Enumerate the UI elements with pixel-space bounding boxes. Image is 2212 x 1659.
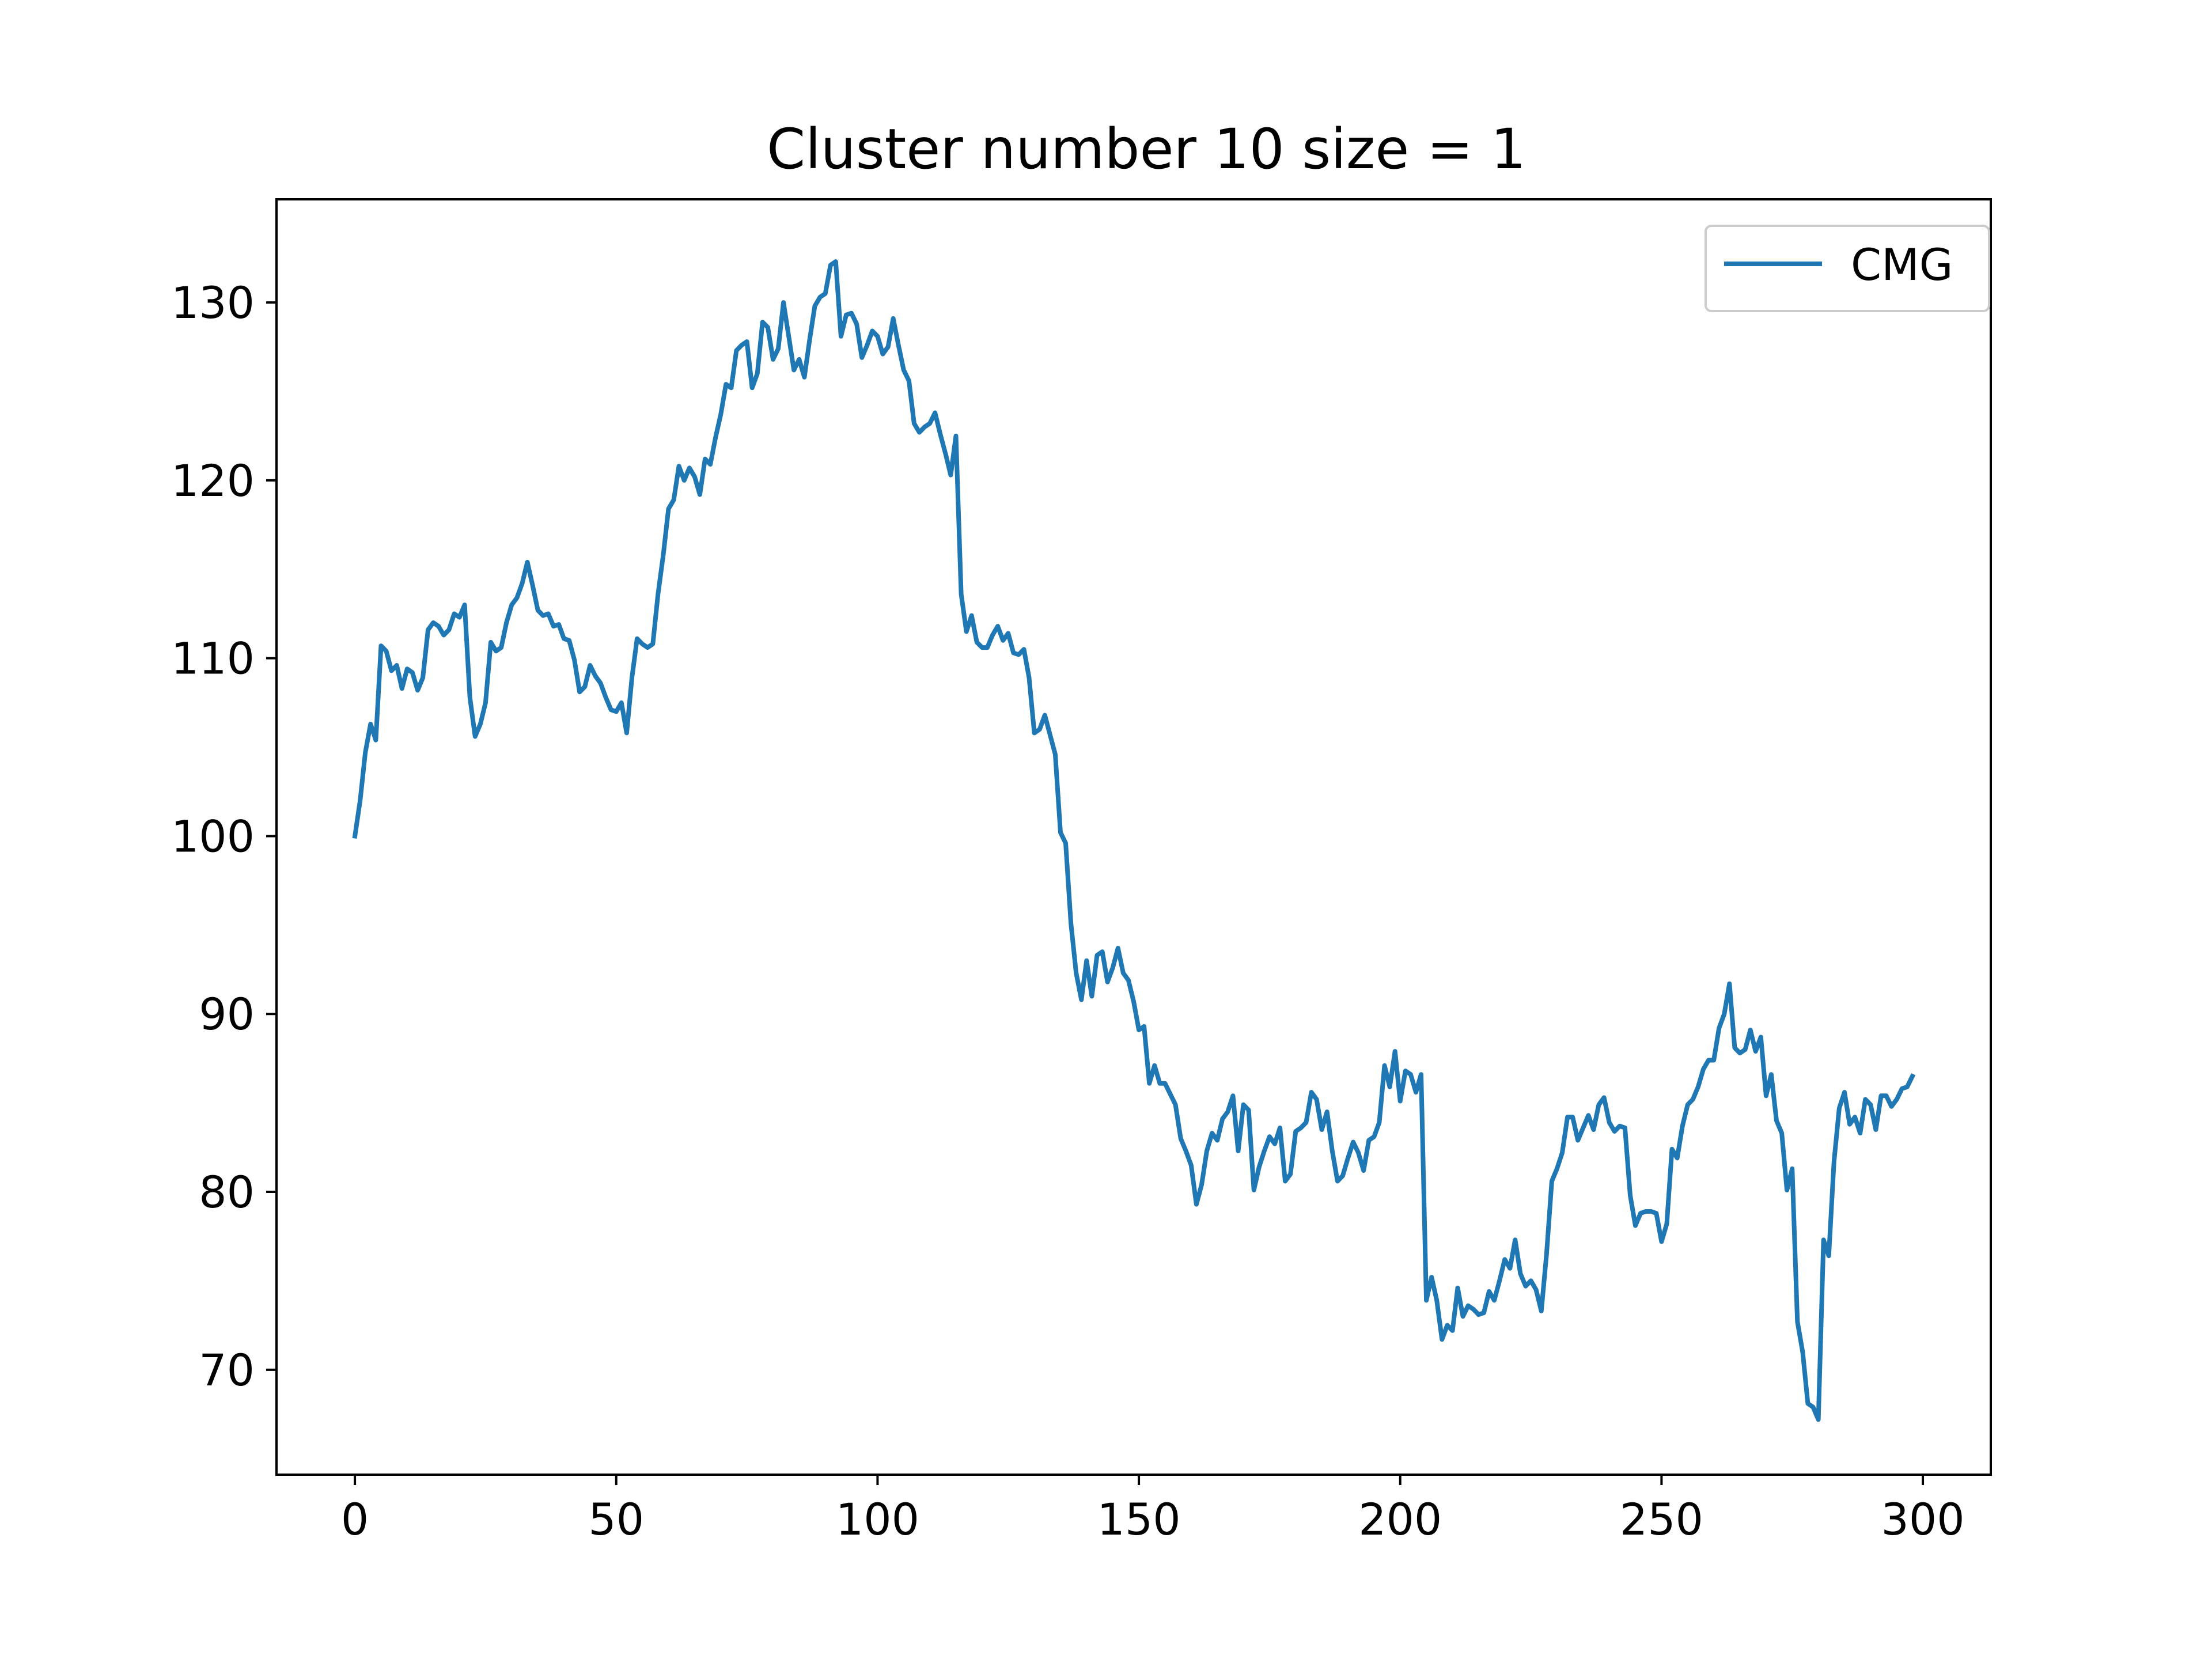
chart-title: Cluster number 10 size = 1	[767, 117, 1526, 181]
y-tick-label: 120	[171, 455, 255, 506]
y-tick-label: 110	[171, 633, 255, 684]
legend: CMG	[1705, 225, 1990, 312]
axes-frame	[275, 198, 1992, 1476]
x-tick-label: 300	[1881, 1494, 1965, 1545]
x-tick-label: 250	[1620, 1494, 1703, 1545]
y-tick-label: 80	[199, 1166, 255, 1218]
y-tick-label: 70	[199, 1344, 255, 1396]
y-tick-label: 90	[199, 988, 255, 1040]
x-tick-label: 50	[588, 1494, 644, 1545]
series-line-cmg	[352, 259, 1916, 1422]
x-tick-label: 0	[341, 1494, 369, 1545]
x-tick-label: 100	[836, 1494, 919, 1545]
plot-area	[352, 259, 1916, 1422]
axis-ticks: 0 50 100 150 200 250 300 70 80 90 100 110 120 130	[171, 277, 1965, 1545]
y-tick-label: 100	[171, 810, 255, 862]
x-tick-label: 150	[1097, 1494, 1181, 1545]
legend-box	[1705, 225, 1990, 312]
x-tick-label: 200	[1358, 1494, 1442, 1545]
y-tick-label: 130	[171, 277, 255, 328]
legend-label-cmg: CMG	[1851, 239, 1953, 290]
